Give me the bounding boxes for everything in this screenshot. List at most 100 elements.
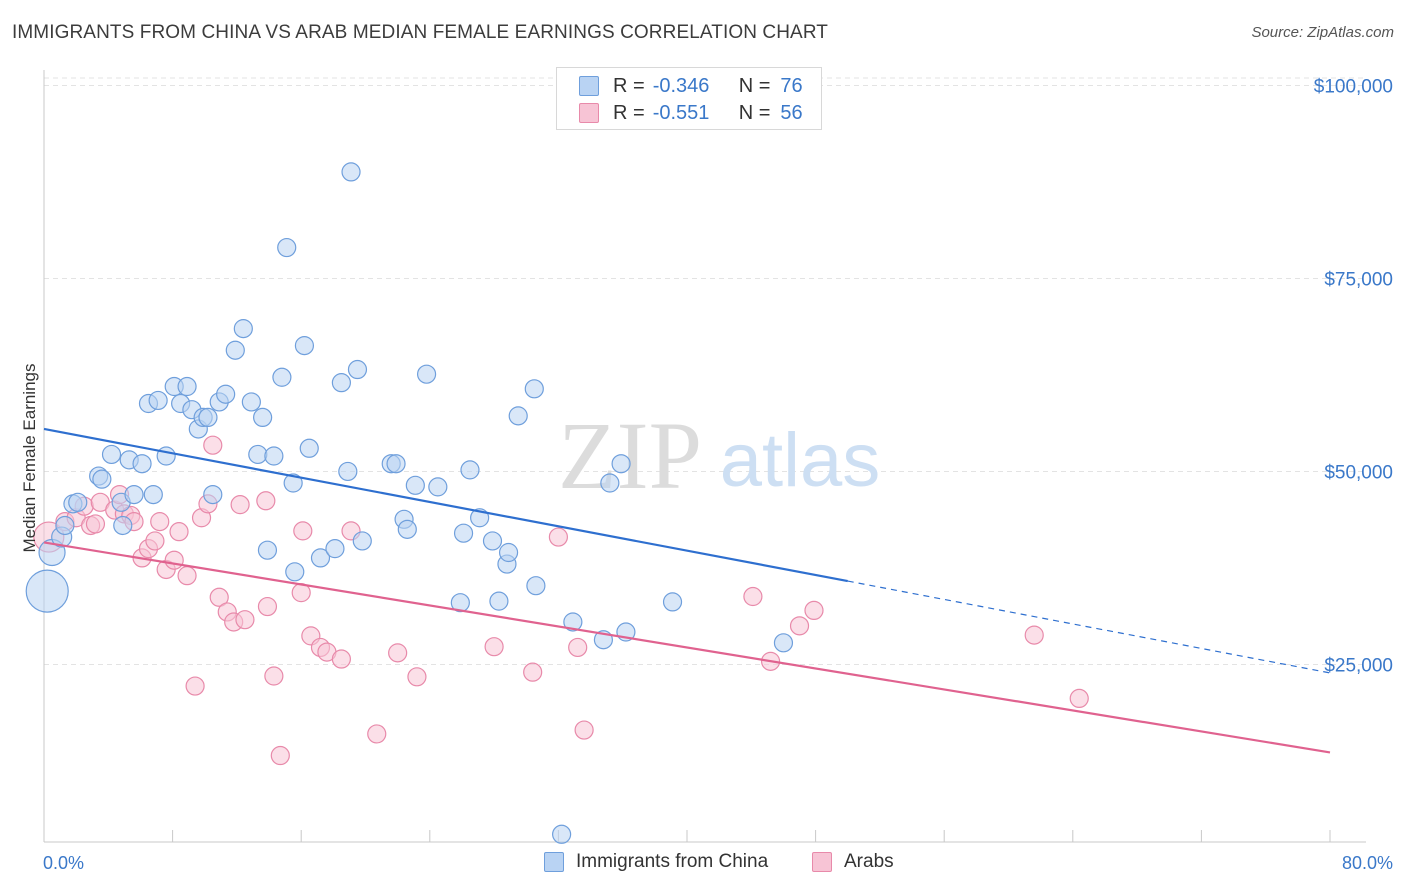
china-point bbox=[453, 523, 474, 543]
trend-lines bbox=[43, 427, 1331, 754]
china-point bbox=[68, 492, 88, 512]
legend-swatch-blue bbox=[544, 852, 564, 872]
china-point bbox=[498, 542, 519, 563]
arabs-point bbox=[164, 550, 184, 570]
china-point bbox=[92, 469, 112, 489]
arabs-point bbox=[264, 666, 284, 686]
china-point bbox=[397, 519, 417, 539]
correlation-legend: R = -0.346 N = 76 R = -0.551 N = 56 bbox=[556, 67, 822, 130]
china-point bbox=[124, 485, 144, 505]
legend-item-china[interactable]: Immigrants from China bbox=[544, 851, 768, 873]
arabs-point bbox=[407, 667, 427, 687]
china-point bbox=[341, 162, 361, 182]
legend-n-value: 56 bbox=[780, 101, 803, 124]
china-point bbox=[331, 373, 351, 393]
series-legend: Immigrants from China Arabs bbox=[0, 851, 1406, 877]
china-point bbox=[225, 340, 245, 360]
arabs-point bbox=[523, 662, 543, 682]
arabs-point bbox=[270, 745, 290, 766]
china-point bbox=[428, 477, 448, 497]
y-tick-label: $50,000 bbox=[1324, 462, 1393, 483]
legend-series-name: Arabs bbox=[844, 851, 894, 872]
y-tick-label: $25,000 bbox=[1324, 655, 1393, 676]
china-point bbox=[460, 460, 480, 480]
legend-n-label: N = bbox=[738, 101, 771, 124]
china-point bbox=[352, 531, 372, 551]
china-trend-line bbox=[43, 427, 848, 583]
china-point bbox=[257, 540, 278, 560]
legend-r-label: R = bbox=[613, 74, 645, 97]
arabs-point bbox=[293, 521, 313, 541]
x-tick-label-max: 80.0% bbox=[1342, 853, 1393, 873]
x-tick-label-min: 0.0% bbox=[43, 853, 84, 873]
legend-n-value: 76 bbox=[780, 74, 803, 97]
china-point bbox=[148, 390, 168, 411]
arabs-point bbox=[574, 720, 594, 740]
china-trend-extension bbox=[847, 580, 1331, 674]
china-point bbox=[600, 473, 620, 493]
arabs-point bbox=[85, 514, 106, 534]
y-tick-label: $100,000 bbox=[1314, 76, 1393, 97]
china-point bbox=[143, 485, 163, 505]
china-point bbox=[203, 485, 223, 505]
y-tick-label: $75,000 bbox=[1324, 269, 1393, 290]
china-point bbox=[524, 379, 544, 399]
arabs-point bbox=[209, 587, 229, 607]
china-point bbox=[611, 454, 631, 474]
china-point bbox=[25, 569, 69, 613]
china-point bbox=[482, 531, 503, 551]
china-point bbox=[233, 319, 253, 339]
arabs-point bbox=[789, 616, 810, 636]
arabs-point bbox=[804, 600, 824, 621]
china-points bbox=[25, 162, 794, 844]
china-point bbox=[132, 454, 152, 474]
china-point bbox=[526, 576, 546, 596]
china-point bbox=[253, 407, 273, 427]
china-point bbox=[299, 438, 319, 458]
arabs-point bbox=[568, 637, 588, 658]
china-point bbox=[386, 454, 406, 474]
china-point bbox=[773, 633, 794, 653]
arabs-point bbox=[145, 531, 165, 551]
source-credit: Source: ZipAtlas.com bbox=[1251, 24, 1394, 41]
arabs-point bbox=[230, 495, 250, 515]
watermark-zip: ZIP bbox=[558, 402, 702, 509]
china-point bbox=[101, 444, 122, 465]
arabs-trend-line bbox=[43, 541, 1331, 754]
legend-swatch-blue bbox=[579, 76, 599, 96]
y-axis-label: Median Female Earnings bbox=[20, 363, 39, 553]
chart-title: IMMIGRANTS FROM CHINA VS ARAB MEDIAN FEM… bbox=[12, 22, 829, 43]
axes bbox=[43, 70, 1366, 843]
legend-swatch-pink bbox=[579, 103, 599, 123]
arabs-point bbox=[743, 586, 763, 607]
legend-series-name: Immigrants from China bbox=[576, 851, 769, 872]
china-point bbox=[294, 336, 315, 356]
arabs-point bbox=[185, 676, 205, 696]
arabs-point bbox=[388, 643, 408, 663]
legend-row-arabs: R = -0.551 N = 56 bbox=[579, 101, 803, 125]
arabs-point bbox=[331, 649, 351, 669]
watermark-atlas: atlas bbox=[720, 418, 881, 503]
legend-swatch-pink bbox=[812, 852, 832, 872]
arabs-point bbox=[203, 435, 223, 455]
arabs-point bbox=[367, 724, 387, 744]
legend-r-label: R = bbox=[613, 101, 645, 124]
gridlines bbox=[44, 77, 1366, 665]
china-point bbox=[241, 392, 261, 412]
china-point bbox=[216, 384, 236, 404]
china-point bbox=[310, 548, 331, 568]
arabs-point bbox=[484, 637, 504, 657]
china-point bbox=[405, 475, 425, 495]
arabs-point bbox=[1069, 688, 1089, 709]
china-point bbox=[285, 562, 305, 582]
china-point bbox=[264, 446, 284, 466]
legend-item-arabs[interactable]: Arabs bbox=[812, 851, 894, 873]
china-point bbox=[338, 461, 358, 482]
legend-row-china: R = -0.346 N = 76 bbox=[579, 74, 803, 98]
china-point bbox=[198, 407, 218, 427]
china-point bbox=[248, 444, 268, 465]
china-point bbox=[55, 515, 75, 536]
china-point bbox=[489, 591, 509, 611]
arabs-point bbox=[235, 610, 255, 630]
